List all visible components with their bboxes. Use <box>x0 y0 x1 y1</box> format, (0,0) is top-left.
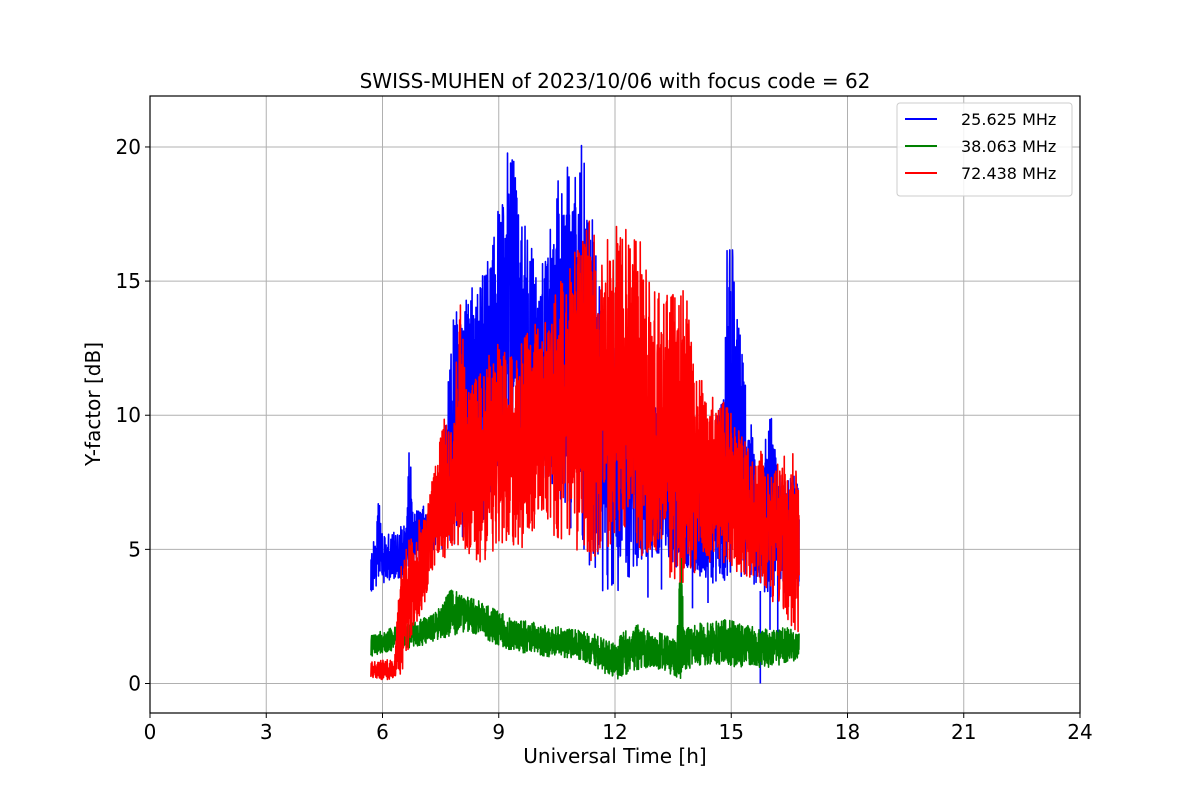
legend-label: 38.063 MHz <box>961 137 1056 156</box>
legend-label: 72.438 MHz <box>961 164 1056 183</box>
x-tick-label: 21 <box>951 720 976 744</box>
data-series <box>370 144 800 684</box>
y-tick-label: 10 <box>116 403 141 427</box>
x-tick-label: 0 <box>144 720 157 744</box>
y-tick-label: 15 <box>116 269 141 293</box>
x-tick-label: 6 <box>376 720 389 744</box>
x-tick-label: 18 <box>835 720 860 744</box>
x-tick-label: 15 <box>719 720 744 744</box>
x-axis-label: Universal Time [h] <box>523 744 706 768</box>
legend-label: 25.625 MHz <box>961 110 1056 129</box>
x-tick-label: 9 <box>492 720 505 744</box>
y-tick-label: 0 <box>128 671 141 695</box>
x-tick-label: 12 <box>602 720 627 744</box>
x-tick-label: 3 <box>260 720 273 744</box>
series-line-2 <box>370 554 800 680</box>
x-tick-label: 24 <box>1067 720 1092 744</box>
y-tick-label: 20 <box>116 135 141 159</box>
series-line-3 <box>370 220 800 681</box>
legend-box <box>896 102 1073 197</box>
legend: 25.625 MHz 38.063 MHz 72.438 MHz <box>896 102 1073 197</box>
y-tick-label: 5 <box>128 537 141 561</box>
axis-ticks: 0 3 6 9 12 15 18 21 24 0 5 10 15 20 <box>116 135 1093 744</box>
y-axis-label: Y-factor [dB] <box>81 342 105 467</box>
chart-title: SWISS-MUHEN of 2023/10/06 with focus cod… <box>360 69 871 93</box>
